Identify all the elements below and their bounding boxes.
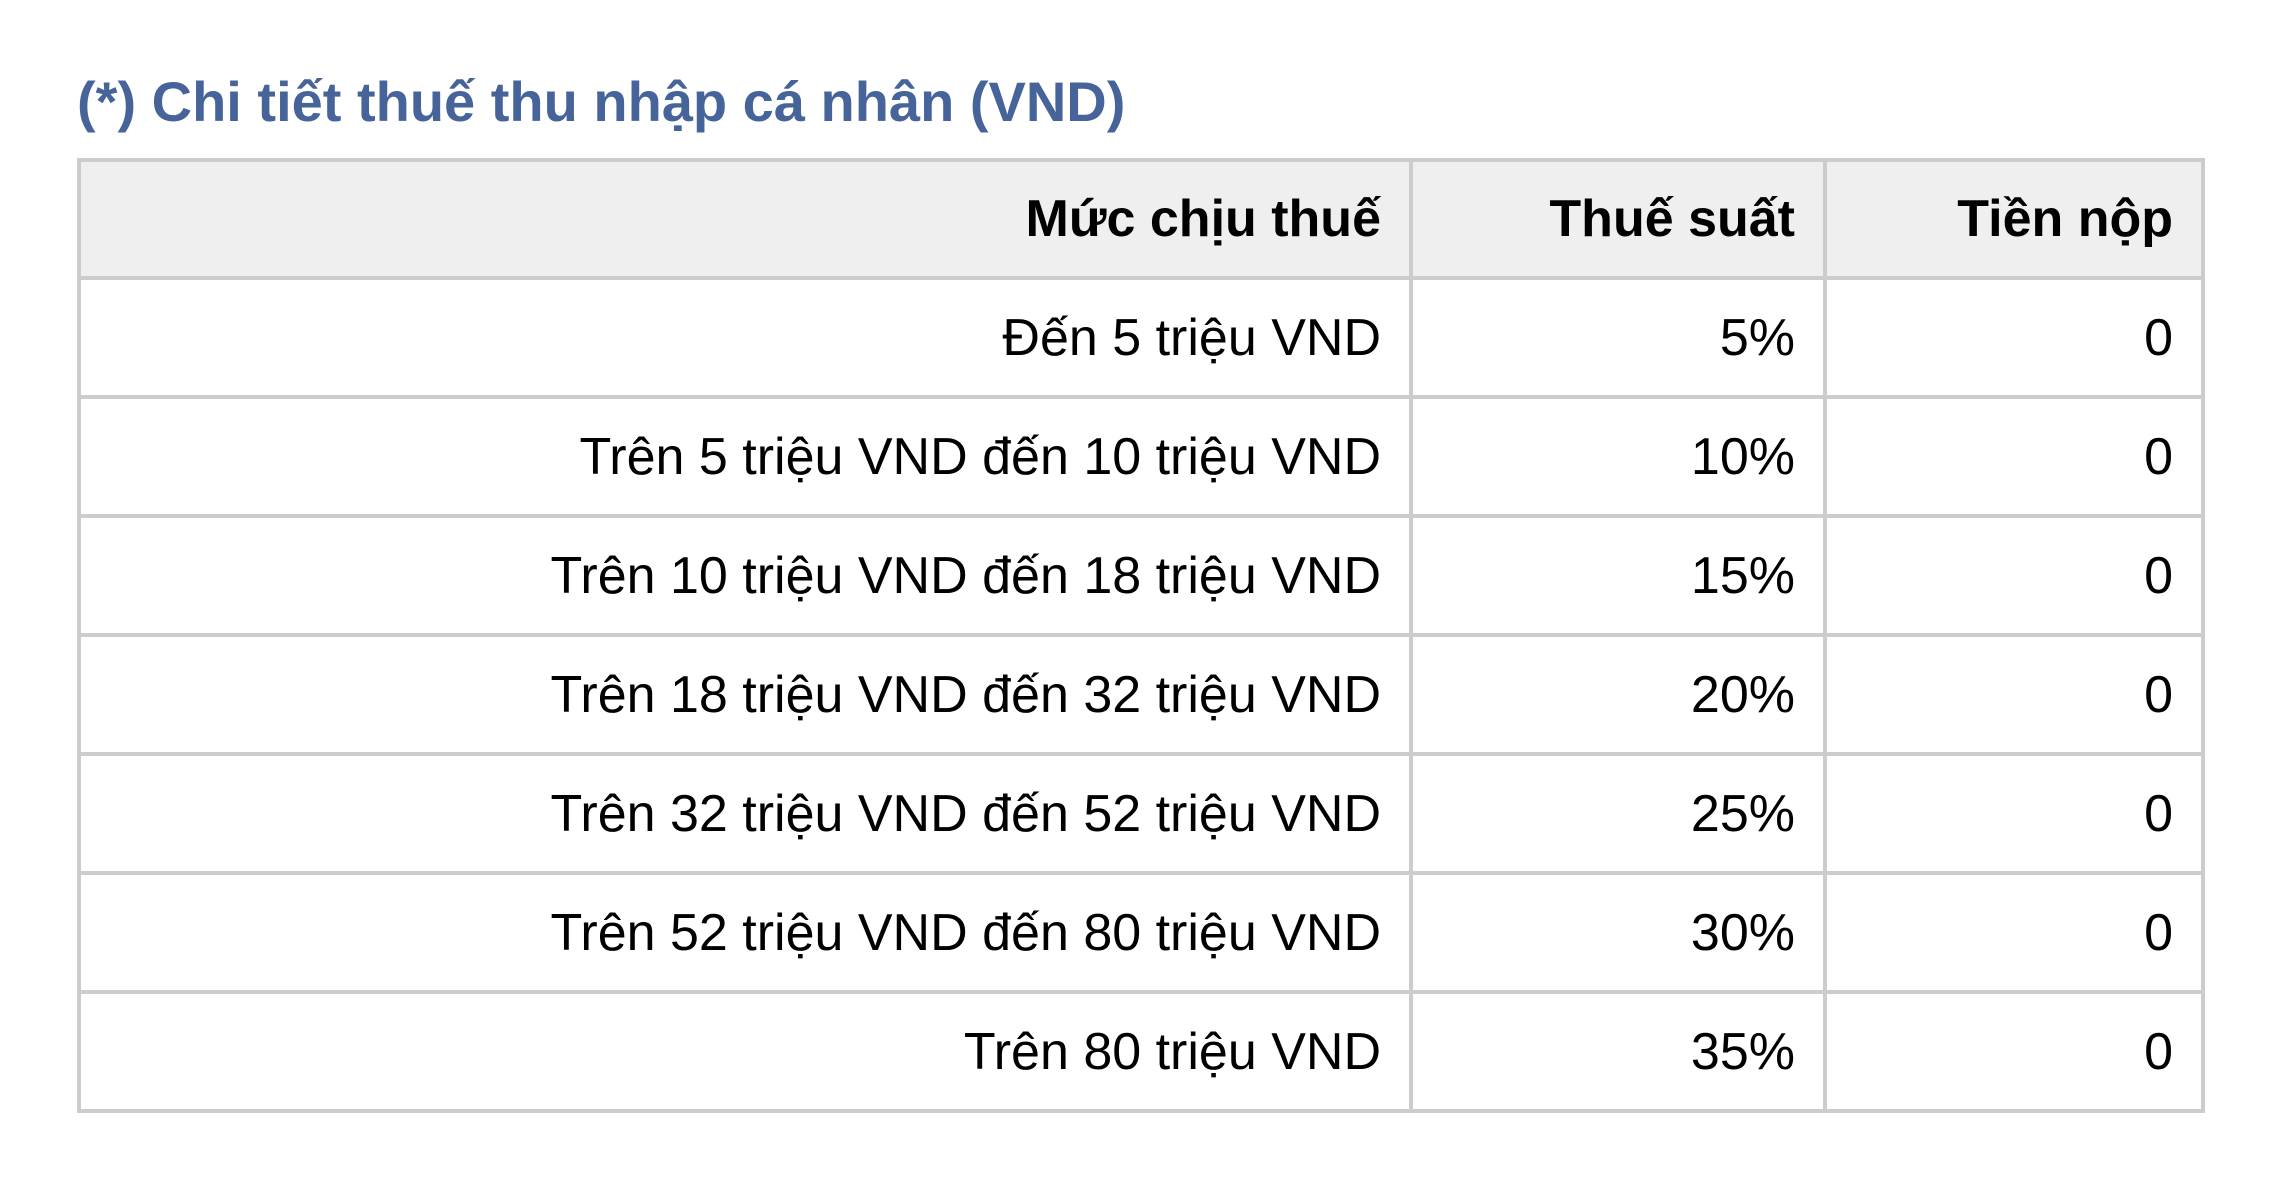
taxable-level-cell: Trên 5 triệu VND đến 10 triệu VND xyxy=(77,395,1413,518)
tax-rate-cell: 15% xyxy=(1409,514,1827,637)
tax-rate-cell: 10% xyxy=(1409,395,1827,518)
amount-paid-cell: 0 xyxy=(1823,752,2205,875)
taxable-level-cell: Đến 5 triệu VND xyxy=(77,276,1413,399)
table-row: Trên 52 triệu VND đến 80 triệu VND 30% 0 xyxy=(77,871,2205,994)
taxable-level-cell: Trên 10 triệu VND đến 18 triệu VND xyxy=(77,514,1413,637)
tax-rate-cell: 30% xyxy=(1409,871,1827,994)
tax-rate-cell: 35% xyxy=(1409,990,1827,1113)
table-row: Trên 80 triệu VND 35% 0 xyxy=(77,990,2205,1113)
header-taxable-level: Mức chịu thuế xyxy=(77,158,1413,280)
amount-paid-cell: 0 xyxy=(1823,633,2205,756)
taxable-level-cell: Trên 80 triệu VND xyxy=(77,990,1413,1113)
table-header-row: Mức chịu thuế Thuế suất Tiền nộp xyxy=(77,158,2205,280)
table-row: Trên 32 triệu VND đến 52 triệu VND 25% 0 xyxy=(77,752,2205,875)
header-amount-paid: Tiền nộp xyxy=(1823,158,2205,280)
amount-paid-cell: 0 xyxy=(1823,871,2205,994)
header-tax-rate: Thuế suất xyxy=(1409,158,1827,280)
taxable-level-cell: Trên 18 triệu VND đến 32 triệu VND xyxy=(77,633,1413,756)
table-row: Trên 5 triệu VND đến 10 triệu VND 10% 0 xyxy=(77,395,2205,518)
tax-table: Mức chịu thuế Thuế suất Tiền nộp Đến 5 t… xyxy=(77,158,2205,1113)
amount-paid-cell: 0 xyxy=(1823,514,2205,637)
tax-rate-cell: 20% xyxy=(1409,633,1827,756)
taxable-level-cell: Trên 32 triệu VND đến 52 triệu VND xyxy=(77,752,1413,875)
amount-paid-cell: 0 xyxy=(1823,276,2205,399)
tax-rate-cell: 25% xyxy=(1409,752,1827,875)
table-row: Trên 18 triệu VND đến 32 triệu VND 20% 0 xyxy=(77,633,2205,756)
taxable-level-cell: Trên 52 triệu VND đến 80 triệu VND xyxy=(77,871,1413,994)
amount-paid-cell: 0 xyxy=(1823,990,2205,1113)
section-title: (*) Chi tiết thuế thu nhập cá nhân (VND) xyxy=(77,70,1126,133)
tax-rate-cell: 5% xyxy=(1409,276,1827,399)
table-row: Đến 5 triệu VND 5% 0 xyxy=(77,276,2205,399)
table-row: Trên 10 triệu VND đến 18 triệu VND 15% 0 xyxy=(77,514,2205,637)
amount-paid-cell: 0 xyxy=(1823,395,2205,518)
